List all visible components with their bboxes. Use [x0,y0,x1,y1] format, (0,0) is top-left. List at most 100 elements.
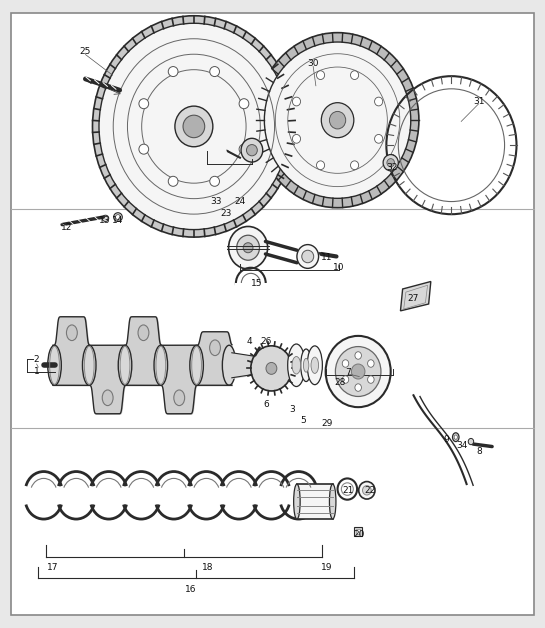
Ellipse shape [352,364,365,379]
Ellipse shape [138,325,149,340]
Ellipse shape [293,134,300,143]
Text: 16: 16 [185,585,197,593]
Text: 27: 27 [408,295,419,303]
Ellipse shape [468,438,474,445]
Ellipse shape [264,42,411,198]
Text: 33: 33 [210,197,221,206]
Ellipse shape [326,336,391,407]
Bar [354,527,362,536]
Bar [234,283,267,302]
Ellipse shape [301,349,312,382]
Text: 23: 23 [221,210,232,219]
Ellipse shape [190,345,203,385]
Ellipse shape [246,144,257,156]
Ellipse shape [256,33,419,208]
Text: 4: 4 [247,337,252,346]
Text: 21: 21 [343,486,354,495]
Ellipse shape [297,244,319,268]
Ellipse shape [335,347,381,396]
Ellipse shape [239,99,249,109]
Text: 32: 32 [386,163,397,171]
Ellipse shape [139,144,149,154]
Text: 6: 6 [263,399,269,409]
Bar [297,484,332,519]
Ellipse shape [210,340,220,355]
Ellipse shape [367,376,374,383]
Text: 24: 24 [234,197,246,206]
Text: 9: 9 [443,435,449,443]
Ellipse shape [288,344,305,386]
Ellipse shape [210,176,220,187]
Text: 12: 12 [61,223,72,232]
Text: 29: 29 [321,419,332,428]
Ellipse shape [237,236,259,260]
Ellipse shape [367,360,374,367]
Text: 3: 3 [289,404,295,413]
Text: 11: 11 [321,253,332,263]
Ellipse shape [322,102,354,138]
Text: 5: 5 [300,416,306,425]
Ellipse shape [82,345,96,385]
Text: 20: 20 [354,529,365,539]
Ellipse shape [294,484,300,519]
Ellipse shape [183,115,205,138]
Ellipse shape [99,23,289,230]
Text: 19: 19 [321,563,332,572]
Ellipse shape [48,345,61,385]
Text: 25: 25 [80,47,91,56]
Text: 8: 8 [477,447,482,456]
Ellipse shape [174,390,185,406]
Ellipse shape [168,67,178,77]
Ellipse shape [251,346,292,391]
Ellipse shape [342,376,349,383]
Text: 17: 17 [47,563,59,572]
Ellipse shape [302,250,314,263]
Text: 15: 15 [251,279,262,288]
Ellipse shape [210,67,220,77]
Ellipse shape [383,154,398,171]
Ellipse shape [355,352,361,359]
Ellipse shape [350,161,359,170]
Ellipse shape [387,159,395,167]
Text: 31: 31 [473,97,485,106]
Ellipse shape [355,384,361,391]
Ellipse shape [374,97,383,106]
Text: 22: 22 [365,486,376,495]
Text: 34: 34 [457,441,468,450]
Ellipse shape [266,362,277,374]
Ellipse shape [359,482,375,499]
Text: 2: 2 [34,355,39,364]
Text: 26: 26 [261,337,271,346]
Ellipse shape [329,111,346,129]
Ellipse shape [113,213,122,222]
Ellipse shape [168,176,178,187]
Ellipse shape [102,215,109,222]
Ellipse shape [350,71,359,80]
Ellipse shape [222,345,236,385]
Ellipse shape [139,99,149,109]
Ellipse shape [342,360,349,367]
Text: 14: 14 [112,215,124,225]
Ellipse shape [243,243,253,252]
Ellipse shape [329,484,336,519]
Bar [356,529,360,534]
Ellipse shape [304,359,309,372]
Text: 1: 1 [34,367,39,376]
Ellipse shape [241,138,263,162]
Ellipse shape [311,357,319,374]
Text: 10: 10 [333,263,344,271]
Ellipse shape [175,106,213,147]
Ellipse shape [362,485,371,495]
Text: 7: 7 [346,368,352,377]
Text: 13: 13 [99,215,110,225]
Ellipse shape [317,71,325,80]
Polygon shape [401,281,431,311]
Ellipse shape [118,345,132,385]
Ellipse shape [454,435,457,440]
Ellipse shape [66,325,77,340]
Ellipse shape [239,144,249,154]
Bar [240,283,262,296]
Ellipse shape [292,357,301,374]
Ellipse shape [102,390,113,406]
Text: 18: 18 [202,563,213,572]
